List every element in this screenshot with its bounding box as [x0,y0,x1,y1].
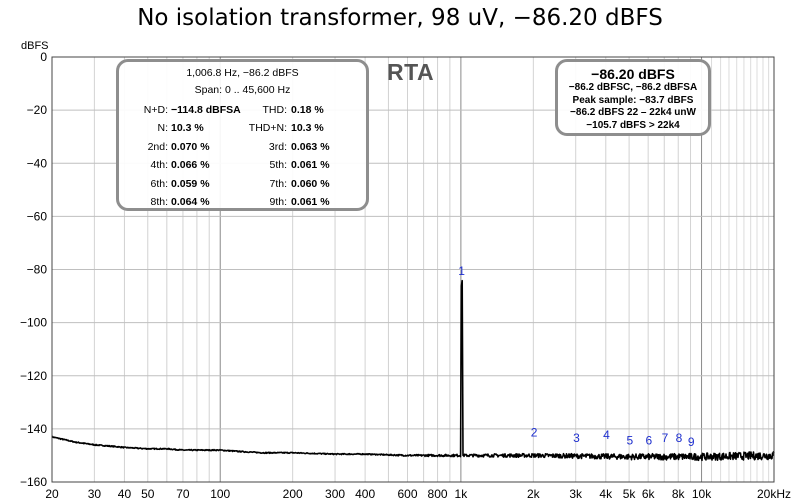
info-label-right: THD: [262,104,288,116]
x-tick-label: 3k [569,487,583,501]
harmonic-marker-label: 4 [603,428,610,442]
x-tick-label: 8k [672,487,686,501]
y-tick-label: −140 [20,422,47,436]
harmonic-marker-label: 8 [676,431,683,445]
measurement-info-box: 1,006.8 Hz, −86.2 dBFS Span: 0 .. 45,600… [116,59,369,211]
x-tick-label: 20kHz [757,487,791,501]
x-tick-label: 2k [527,487,541,501]
y-tick-label: −80 [27,263,48,277]
spectrum-trace [51,279,775,462]
x-tick-label: 10k [692,487,712,501]
y-tick-labels: 0 −20 −40 −60 −80 −100 −120 −140 −160 [20,50,47,489]
info-label-left: 2nd: [147,140,168,153]
y-tick-label: −120 [20,369,47,383]
info-label-left: N: [157,122,169,135]
info-span: Span: 0 .. 45,600 Hz [194,84,291,96]
info-value-left: 10.3 % [171,122,204,135]
x-tick-label: 100 [210,487,230,501]
info-label-left: 8th: [150,196,168,208]
info-row: 8th: 0.064 % 9th: 0.061 % [119,194,366,211]
y-tick-label: −100 [20,316,47,330]
info-value-right: 10.3 % [291,122,324,135]
x-tick-label: 40 [118,487,132,501]
spectrum-line [51,279,775,462]
info-value-left: 0.064 % [171,196,210,208]
x-tick-label: 800 [428,487,448,501]
info-row: 4th: 0.066 % 5th: 0.061 % [119,157,366,174]
info-value-right: 0.061 % [291,196,330,208]
plot-frame [51,56,775,483]
info-frequency-level: 1,006.8 Hz, −86.2 dBFS [186,67,299,79]
info-label-right: 5th: [269,159,287,172]
x-tick-labels: 20 30 40 50 70 100 200 300 400 600 800 1k 2k 3k 4k 5k 6k… [45,487,791,501]
level-main: −86.20 dBFS [591,66,675,82]
harmonic-marker-label: 3 [573,431,580,445]
x-tick-label: 600 [397,487,417,501]
level-line: −105.7 dBFS > 22k4 [586,119,680,131]
x-tick-label: 1k [455,487,469,501]
y-tick-label: 0 [40,50,47,64]
harmonic-marker-label: 6 [646,433,653,447]
x-tick-label: 70 [176,487,190,501]
info-value-right: 0.063 % [291,140,330,153]
y-tick-label: −20 [27,103,48,117]
info-row: 2nd: 0.070 % 3rd: 0.063 % [119,139,366,156]
harmonic-marker-label: 1 [458,264,465,278]
y-axis-label: dBFS [21,40,49,52]
y-tick-label: −40 [27,156,48,170]
info-value-left: −114.8 dBFSA [171,104,241,116]
x-tick-label: 4k [599,487,613,501]
x-tick-label: 30 [88,487,102,501]
info-value-left: 0.066 % [171,159,210,172]
level-summary-box: −86.20 dBFS −86.2 dBFSC, −86.2 dBFSA Pea… [555,59,711,136]
info-row: N: 10.3 % THD+N: 10.3 % [119,120,366,137]
info-label-left: 6th: [150,177,168,190]
info-label-right: 7th: [269,177,287,190]
info-value-right: 0.061 % [291,159,330,172]
level-line: Peak sample: −83.7 dBFS [572,94,694,106]
chart-title: No isolation transformer, 98 uV, −86.20 … [137,5,663,31]
info-value-right: 0.18 % [291,104,324,116]
y-tick-label: −60 [27,209,48,223]
info-row: 6th: 0.059 % 7th: 0.060 % [119,176,366,193]
info-row: N+D: −114.8 dBFSA THD: 0.18 % [119,102,366,119]
rta-label: RTA [387,59,435,85]
x-tick-label: 200 [283,487,303,501]
info-value-left: 0.059 % [171,177,210,190]
level-line: −86.2 dBFSC, −86.2 dBFSA [568,82,698,93]
level-line: −86.2 dBFS 22 – 22k4 unW [570,107,696,118]
info-value-left: 0.070 % [171,140,210,153]
harmonic-marker-label: 2 [531,425,538,439]
x-tick-label: 300 [325,487,345,501]
x-tick-label: 20 [45,487,59,501]
info-label-right: THD+N: [248,122,287,135]
y-tick-label: −160 [20,475,47,489]
x-tick-label: 6k [642,487,656,501]
harmonic-marker-label: 7 [662,431,669,445]
info-value-right: 0.060 % [291,177,330,190]
info-label-left: N+D: [143,104,168,116]
info-label-right: 9th: [269,196,287,208]
harmonic-marker-label: 9 [688,435,695,449]
harmonic-markers: 1 2 3 4 5 6 7 8 9 [458,264,695,449]
x-tick-label: 400 [355,487,375,501]
x-tick-label: 50 [141,487,155,501]
x-tick-label: 5k [623,487,637,501]
info-label-right: 3rd: [268,140,287,153]
harmonic-marker-label: 5 [626,433,633,447]
info-label-left: 4th: [150,159,168,172]
